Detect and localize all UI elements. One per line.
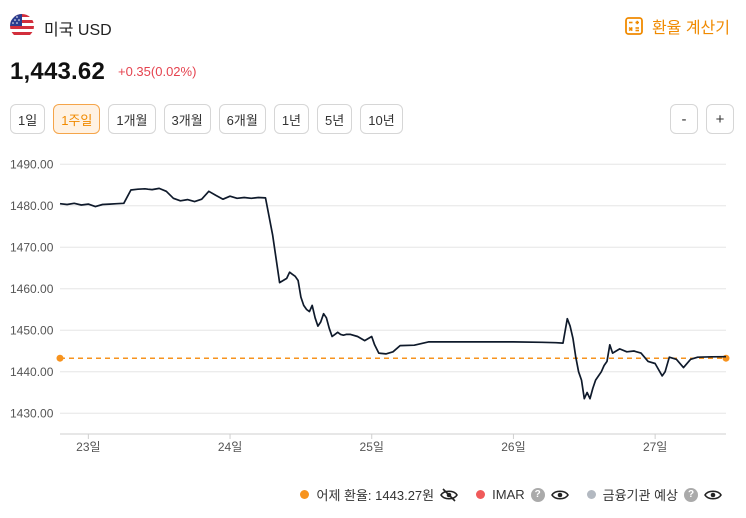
forecast-dot-icon <box>586 490 596 499</box>
y-tick-label: 1440.00 <box>10 365 54 379</box>
calculator-icon <box>624 16 644 36</box>
rate-series-line <box>59 187 727 400</box>
x-tick-label: 23일 <box>76 440 100 454</box>
tab-period[interactable]: 1개월 <box>108 104 156 134</box>
zoom-controls: - + <box>670 104 734 134</box>
legend-yesterday: 어제 환율: 1443.27원 <box>300 485 459 504</box>
eye-icon[interactable] <box>704 488 722 502</box>
y-tick-label: 1480.00 <box>10 199 54 213</box>
legend-forecast-label: 금융기관 예상 <box>602 488 678 503</box>
y-tick-label: 1460.00 <box>10 282 54 296</box>
rate-change: +0.35(0.02%) <box>118 64 197 79</box>
y-tick-label: 1490.00 <box>10 157 54 171</box>
eye-icon[interactable] <box>550 488 569 502</box>
yesterday-dot-icon <box>300 490 310 499</box>
y-tick-label: 1450.00 <box>10 323 54 337</box>
tab-period[interactable]: 1년 <box>273 104 310 134</box>
zoom-out-button[interactable]: - <box>670 104 698 134</box>
y-tick-label: 1470.00 <box>10 240 54 254</box>
imar-dot-icon <box>476 490 486 499</box>
header: 미국 USD 환율 계산기 <box>10 12 730 40</box>
x-tick-label: 26일 <box>501 440 525 454</box>
period-tabs: 1일 1주일 1개월 3개월 6개월 1년 5년 10년 <box>10 104 403 134</box>
reference-start-point <box>56 354 64 362</box>
legend-imar-label: IMAR <box>492 487 525 502</box>
tab-period[interactable]: 6개월 <box>218 104 266 134</box>
x-tick-label: 27일 <box>643 440 667 454</box>
tab-period[interactable]: 10년 <box>360 104 403 134</box>
tab-period[interactable]: 3개월 <box>163 104 211 134</box>
legend-forecast: 금융기관 예상 ? <box>586 485 722 504</box>
legend-imar: IMAR ? <box>476 487 569 502</box>
tab-period[interactable]: 5년 <box>317 104 353 134</box>
tab-period[interactable]: 1주일 <box>53 104 101 134</box>
exchange-rate-chart: 1490.00 1480.00 1470.00 1460.00 1450.00 1440.… <box>10 157 730 454</box>
zoom-in-button[interactable]: + <box>706 104 734 134</box>
x-tick-label: 24일 <box>218 440 242 454</box>
help-icon[interactable]: ? <box>530 487 545 502</box>
us-flag-icon <box>10 14 34 38</box>
tab-period[interactable]: 1일 <box>10 104 46 134</box>
help-icon[interactable]: ? <box>684 487 698 502</box>
chart-legend: 어제 환율: 1443.27원 IMAR ? 금융기관 예상 ? <box>282 485 722 504</box>
current-rate: 1,443.62 <box>10 58 106 85</box>
eye-off-icon[interactable] <box>440 487 459 502</box>
exchange-calculator-button[interactable]: 환율 계산기 <box>624 14 730 38</box>
reference-end-point <box>722 354 730 362</box>
x-tick-label: 25일 <box>360 440 384 454</box>
y-tick-label: 1430.00 <box>10 406 54 420</box>
calculator-label: 환율 계산기 <box>651 20 730 37</box>
legend-yesterday-label: 어제 환율: 1443.27원 <box>316 488 435 503</box>
currency-name: 미국 USD <box>44 22 112 39</box>
